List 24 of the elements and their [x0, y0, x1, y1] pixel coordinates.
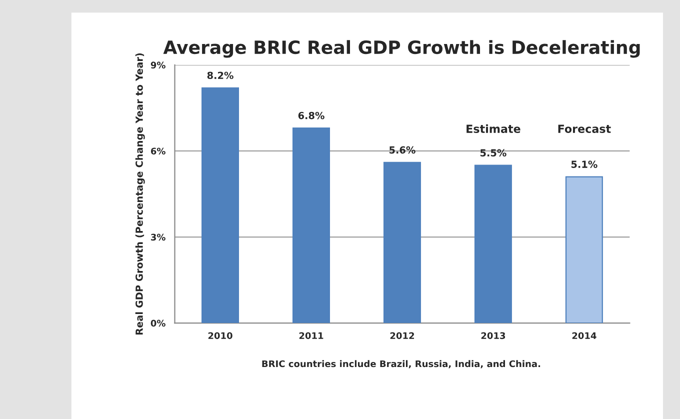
bar: [202, 87, 240, 324]
data-label: 8.2%: [207, 72, 234, 80]
x-tick-label: 2011: [299, 332, 324, 340]
data-label: 5.1%: [571, 160, 598, 168]
bar: [292, 127, 330, 324]
chart-title: Average BRIC Real GDP Growth is Decelerating: [163, 40, 640, 58]
annotation: Forecast: [558, 124, 611, 133]
y-tick-label: 3%: [151, 234, 166, 241]
bar: [565, 176, 603, 324]
x-tick-label: 2014: [572, 332, 596, 340]
data-label: 5.6%: [389, 146, 416, 154]
data-label: 6.8%: [298, 112, 324, 120]
x-tick-label: 2013: [481, 332, 506, 340]
bar: [383, 162, 421, 324]
x-tick-label: 2010: [208, 332, 232, 340]
data-label: 5.5%: [480, 149, 506, 156]
x-tick-label: 2012: [390, 332, 414, 340]
bar: [474, 164, 512, 324]
y-tick-label: 6%: [150, 148, 166, 155]
text: BRIC countries include Brazil, Russia, India, and China.: [262, 360, 540, 368]
y-axis-title: Real GDP Growth (Percentage Change Year to Year): [135, 53, 145, 335]
y-tick-label: 0%: [150, 320, 166, 327]
annotation: Estimate: [466, 124, 520, 133]
y-tick-label: 9%: [150, 62, 166, 69]
